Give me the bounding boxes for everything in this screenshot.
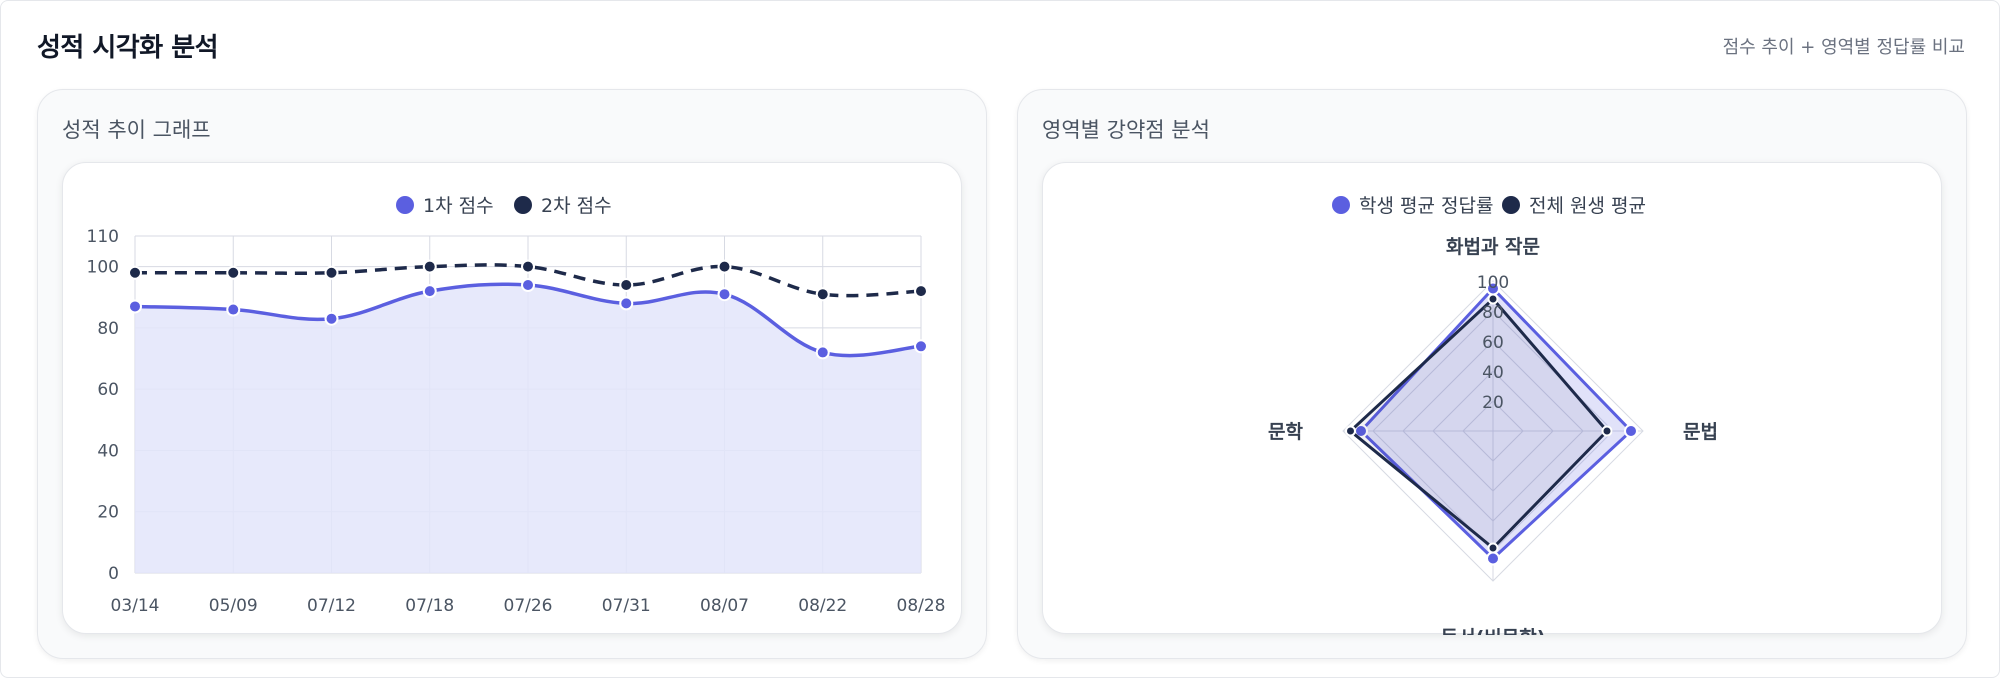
radar-axis-label: 화법과 작문 [1446, 236, 1540, 258]
series-2-point [815, 287, 830, 302]
radar-series-1-point [1624, 424, 1638, 438]
radar-chart: 학생 평균 정답률 전체 원생 평균 20 40 60 80 100 화법과 작문문법독서(비… [1268, 195, 1718, 649]
series-2-point [619, 278, 634, 293]
series-1-point [914, 339, 928, 354]
series-2-point [521, 259, 535, 274]
x-tick-label: 07/31 [602, 596, 651, 616]
legend-marker [514, 196, 532, 214]
radar-panel: 영역별 강약점 분석 학생 평균 정답률 전체 원생 평균 20 40 60 80 100 화… [1017, 89, 1967, 659]
series-1-point [128, 299, 142, 314]
series-2-line [135, 263, 922, 298]
series-2-point [128, 265, 142, 280]
series-2-point [914, 284, 928, 299]
series-1-area [135, 284, 921, 573]
radar-series-2-point [1345, 425, 1356, 437]
legend-marker [1502, 196, 1520, 214]
radar-axis-label: 문학 [1268, 421, 1303, 443]
trend-chart-card: 1차 점수 2차 점수 0 20 40 60 80 100 110 03/14 05/09 07/12… [62, 162, 962, 634]
series-1-point [815, 345, 830, 360]
y-tick-label: 110 [87, 227, 119, 247]
series-1-point [422, 284, 437, 299]
legend-marker [1332, 196, 1350, 214]
series-1-point [226, 302, 241, 317]
x-tick-label: 07/18 [405, 596, 454, 616]
trend-panel: 성적 추이 그래프 1차 점수 2차 점수 0 20 40 60 80 100 110 03/14… [37, 89, 987, 659]
y-tick-label: 0 [108, 564, 119, 584]
radar-panel-title: 영역별 강약점 분석 [1042, 118, 1210, 142]
radar-tick-label: 40 [1482, 363, 1504, 383]
series-2-point [324, 265, 339, 280]
legend-label: 학생 평균 정답률 [1359, 195, 1493, 217]
y-tick-label: 20 [97, 503, 119, 523]
x-tick-label: 05/09 [209, 596, 258, 616]
legend-label: 전체 원생 평균 [1529, 195, 1646, 217]
legend-marker [396, 196, 414, 214]
radar-tick-label: 80 [1482, 303, 1504, 323]
radar-tick-label: 60 [1482, 333, 1504, 353]
x-tick-label: 03/14 [111, 596, 160, 616]
radar-series-2-point [1487, 542, 1499, 554]
radar-axis-label: 문법 [1683, 421, 1718, 443]
series-2-point [717, 259, 732, 274]
y-tick-label: 40 [97, 441, 119, 461]
series-2-point [422, 259, 437, 274]
radar-series-2-area [1348, 296, 1610, 551]
radar-tick-label: 100 [1477, 273, 1509, 293]
y-tick-label: 100 [87, 258, 119, 278]
radar-tick-label: 20 [1482, 393, 1504, 413]
legend-label: 2차 점수 [541, 195, 612, 217]
radar-series-1-point [1486, 551, 1500, 566]
series-2-point [226, 265, 241, 280]
series-1-point [324, 311, 339, 326]
y-tick-label: 80 [97, 319, 119, 339]
series-1-point [521, 278, 535, 293]
x-tick-label: 08/22 [798, 596, 847, 616]
trend-chart: 1차 점수 2차 점수 0 20 40 60 80 100 110 03/14 05/09 07/12… [87, 195, 946, 616]
radar-chart-card: 학생 평균 정답률 전체 원생 평균 20 40 60 80 100 화법과 작문문법독서(비… [1042, 162, 1942, 649]
section-subtitle: 점수 추이 + 영역별 정답률 비교 [1722, 37, 1965, 58]
radar-axis-label: 독서(비문학) [1441, 627, 1546, 635]
x-tick-label: 07/12 [307, 596, 356, 616]
section-title: 성적 시각화 분석 [37, 33, 219, 63]
x-tick-label: 08/07 [700, 596, 749, 616]
radar-series-2-point [1487, 293, 1499, 305]
legend-label: 1차 점수 [423, 195, 494, 217]
trend-panel-title: 성적 추이 그래프 [62, 118, 211, 142]
series-1-point [717, 287, 732, 302]
y-tick-label: 60 [97, 380, 119, 400]
radar-series-2-point [1601, 425, 1613, 437]
series-1-point [619, 296, 634, 311]
x-tick-label: 08/28 [897, 596, 946, 616]
x-tick-label: 07/26 [504, 596, 553, 616]
